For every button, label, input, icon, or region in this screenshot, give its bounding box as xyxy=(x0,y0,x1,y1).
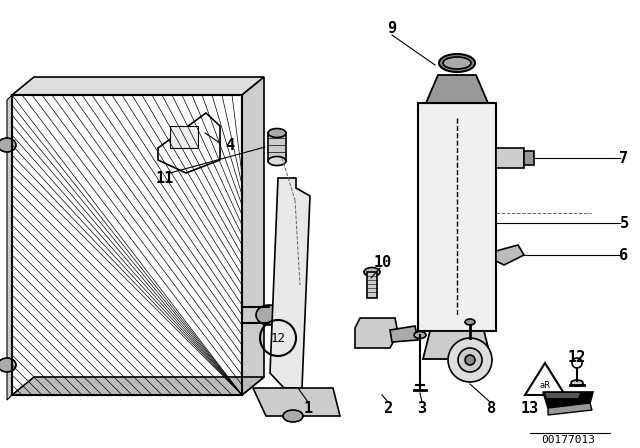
Bar xyxy=(524,151,534,165)
Ellipse shape xyxy=(414,332,426,339)
Polygon shape xyxy=(496,245,524,265)
Polygon shape xyxy=(158,113,220,173)
Polygon shape xyxy=(545,393,580,398)
Bar xyxy=(496,148,524,168)
Ellipse shape xyxy=(571,380,583,386)
Text: —: — xyxy=(612,218,621,228)
Polygon shape xyxy=(390,326,418,342)
Ellipse shape xyxy=(283,410,303,422)
Circle shape xyxy=(572,358,582,368)
Ellipse shape xyxy=(256,305,282,325)
Polygon shape xyxy=(242,77,264,395)
Ellipse shape xyxy=(0,358,16,372)
Bar xyxy=(12,95,242,395)
Ellipse shape xyxy=(268,129,286,138)
Text: 8: 8 xyxy=(488,401,497,415)
Text: 3: 3 xyxy=(417,401,427,415)
Text: 12: 12 xyxy=(568,349,586,365)
Polygon shape xyxy=(525,363,565,395)
Polygon shape xyxy=(253,388,340,416)
Text: 5: 5 xyxy=(620,215,628,231)
Polygon shape xyxy=(548,403,592,415)
Text: —: — xyxy=(612,250,621,260)
Circle shape xyxy=(465,355,475,365)
Polygon shape xyxy=(426,75,488,103)
Text: 12: 12 xyxy=(271,332,285,345)
Polygon shape xyxy=(423,331,491,359)
Circle shape xyxy=(458,348,482,372)
Text: 13: 13 xyxy=(521,401,539,415)
Bar xyxy=(268,133,286,161)
Ellipse shape xyxy=(364,267,380,276)
Text: 2: 2 xyxy=(383,401,392,415)
Polygon shape xyxy=(543,392,593,408)
Polygon shape xyxy=(270,178,310,388)
Text: 9: 9 xyxy=(387,21,397,35)
Ellipse shape xyxy=(439,54,475,72)
Text: 00177013: 00177013 xyxy=(541,435,595,445)
Polygon shape xyxy=(7,95,12,400)
Text: 11: 11 xyxy=(156,171,174,185)
Text: 7: 7 xyxy=(620,151,628,165)
Bar xyxy=(418,103,496,331)
Text: aR: aR xyxy=(540,380,550,389)
Ellipse shape xyxy=(443,57,471,69)
Polygon shape xyxy=(355,318,398,348)
Ellipse shape xyxy=(268,156,286,165)
Ellipse shape xyxy=(465,319,475,325)
Text: 10: 10 xyxy=(374,254,392,270)
Text: 1: 1 xyxy=(303,401,312,415)
Polygon shape xyxy=(12,77,264,95)
Text: 4: 4 xyxy=(225,138,235,152)
Bar xyxy=(170,126,198,148)
Polygon shape xyxy=(12,377,264,395)
Text: 6: 6 xyxy=(620,247,628,263)
Bar xyxy=(367,272,377,298)
Circle shape xyxy=(448,338,492,382)
Text: —: — xyxy=(612,153,621,163)
Ellipse shape xyxy=(0,138,16,152)
